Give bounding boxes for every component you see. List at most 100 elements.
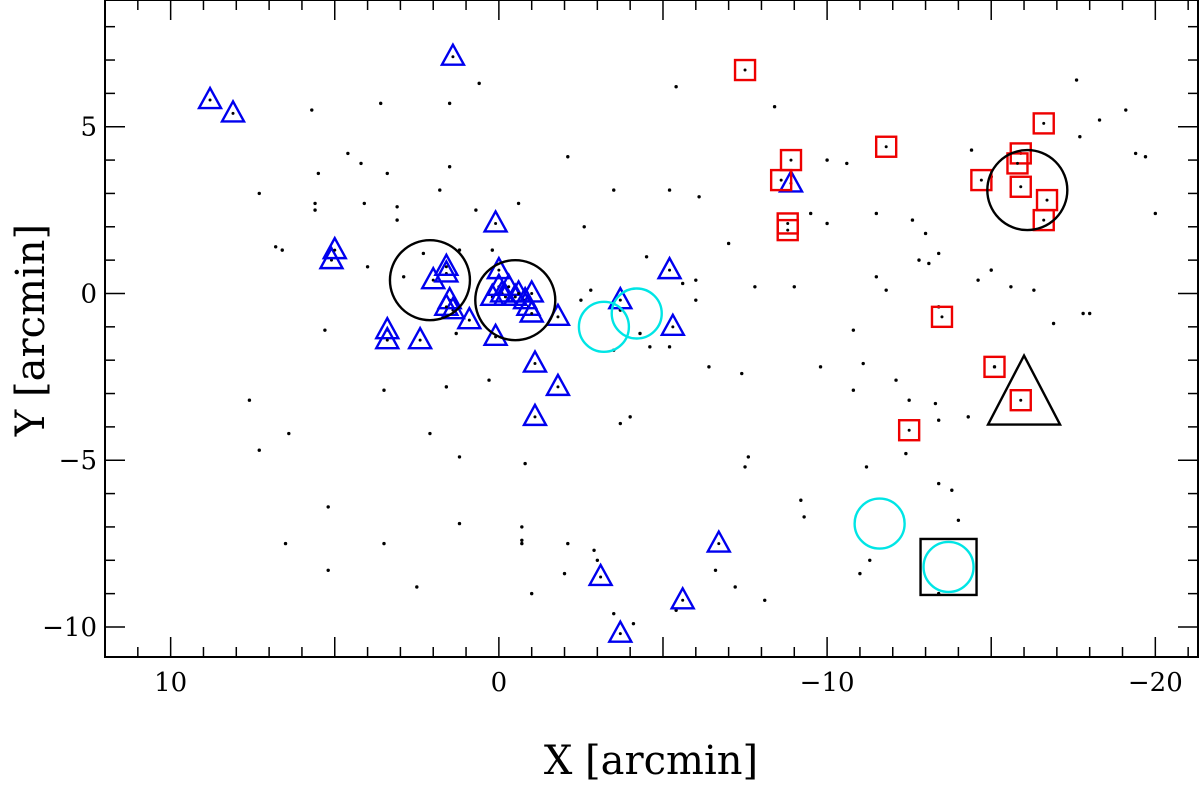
triangle-marker (777, 168, 805, 193)
data-point (950, 488, 954, 492)
triangle-marker-center (507, 285, 511, 289)
axis-ticks (104, 0, 1198, 657)
data-point (884, 288, 888, 292)
large-circle-marker (986, 148, 1069, 232)
triangle-marker-center (533, 362, 537, 366)
triangle-marker-center (530, 311, 534, 315)
data-point (989, 268, 993, 272)
triangle-marker-center (517, 291, 521, 295)
triangle-marker (433, 252, 460, 277)
triangle-marker (521, 402, 549, 427)
data-point (726, 241, 731, 246)
square-marker-center (979, 178, 983, 182)
data-point (667, 188, 672, 192)
data-point (861, 361, 865, 366)
triangle-marker (433, 258, 460, 283)
square-marker-center (1019, 398, 1023, 402)
square-marker (874, 135, 898, 158)
triangle-marker-center (530, 291, 534, 295)
data-point (740, 371, 744, 376)
data-point (956, 518, 961, 522)
data-point (628, 415, 632, 419)
square-marker-center (1042, 121, 1046, 125)
large-triangle-marker (986, 352, 1063, 426)
data-point (772, 105, 777, 109)
square-marker-center (743, 68, 747, 72)
data-point (520, 541, 524, 546)
square-marker (1009, 175, 1032, 198)
cyan-circle-marker (577, 300, 631, 354)
triangle-marker-center (717, 542, 721, 546)
data-point (966, 415, 970, 419)
square-marker (1006, 152, 1029, 175)
data-point (1074, 78, 1079, 82)
data-point (516, 201, 521, 206)
square-marker (983, 355, 1006, 379)
data-point (365, 265, 370, 269)
data-point (680, 281, 685, 286)
triangle-marker (659, 312, 686, 337)
square-marker-center (786, 228, 790, 232)
data-point (1081, 311, 1085, 316)
data-point (273, 245, 278, 249)
data-point (323, 328, 327, 332)
data-point (415, 585, 419, 589)
square-marker-center (940, 315, 944, 319)
square-marker (776, 218, 799, 242)
triangle-marker-center (618, 298, 622, 302)
data-point (362, 201, 367, 206)
data-point (447, 101, 452, 106)
x-axis-title: X [arcmin] (544, 738, 758, 784)
data-point (868, 558, 872, 562)
data-point (707, 365, 711, 369)
triangle-marker-center (668, 268, 672, 272)
triangle-marker (518, 278, 545, 303)
x-tick-label: −10 (800, 668, 855, 698)
data-point (1051, 321, 1056, 326)
triangle-marker (439, 42, 466, 66)
data-point (487, 378, 491, 382)
data-point (1078, 135, 1082, 139)
data-point (845, 161, 849, 166)
triangle-marker (321, 235, 348, 260)
triangle-marker-center (418, 338, 422, 342)
data-point (579, 298, 583, 302)
y-axis-title: Y [arcmin] (8, 224, 54, 437)
square-marker (769, 168, 793, 192)
data-point (395, 218, 399, 222)
data-point (818, 365, 823, 369)
data-marks (197, 42, 1158, 643)
data-point (858, 571, 862, 576)
data-point (562, 571, 567, 576)
triangle-marker-center (599, 575, 603, 579)
data-point (874, 275, 879, 279)
data-point (1097, 118, 1102, 122)
triangle-marker (374, 325, 401, 350)
y-tick-label: −5 (59, 446, 97, 476)
data-point (359, 161, 363, 166)
triangle-marker-center (533, 415, 537, 419)
data-point (401, 275, 406, 279)
triangle-marker-center (333, 248, 337, 252)
cyan-circle-marker (922, 540, 975, 594)
data-point (454, 331, 458, 336)
data-point (582, 225, 586, 229)
data-point (936, 251, 941, 256)
triangle-marker (420, 265, 447, 290)
data-point (648, 345, 652, 349)
large-circle-marker (388, 238, 472, 322)
data-point (917, 258, 921, 262)
data-point (1143, 155, 1148, 159)
triangle-marker (374, 315, 401, 340)
data-point (1032, 288, 1036, 292)
data-point (753, 285, 757, 289)
x-tick-label: 0 (491, 668, 508, 698)
data-point (713, 568, 718, 572)
data-point (904, 451, 908, 456)
triangle-marker (485, 255, 512, 280)
triangle-marker (482, 208, 509, 233)
triangle-marker-center (494, 221, 498, 225)
axis-tick-labels: 10 0 −10 −20 5 0 −5 −10 (42, 113, 1183, 698)
data-point (638, 331, 642, 336)
square-marker-center (1015, 161, 1019, 165)
